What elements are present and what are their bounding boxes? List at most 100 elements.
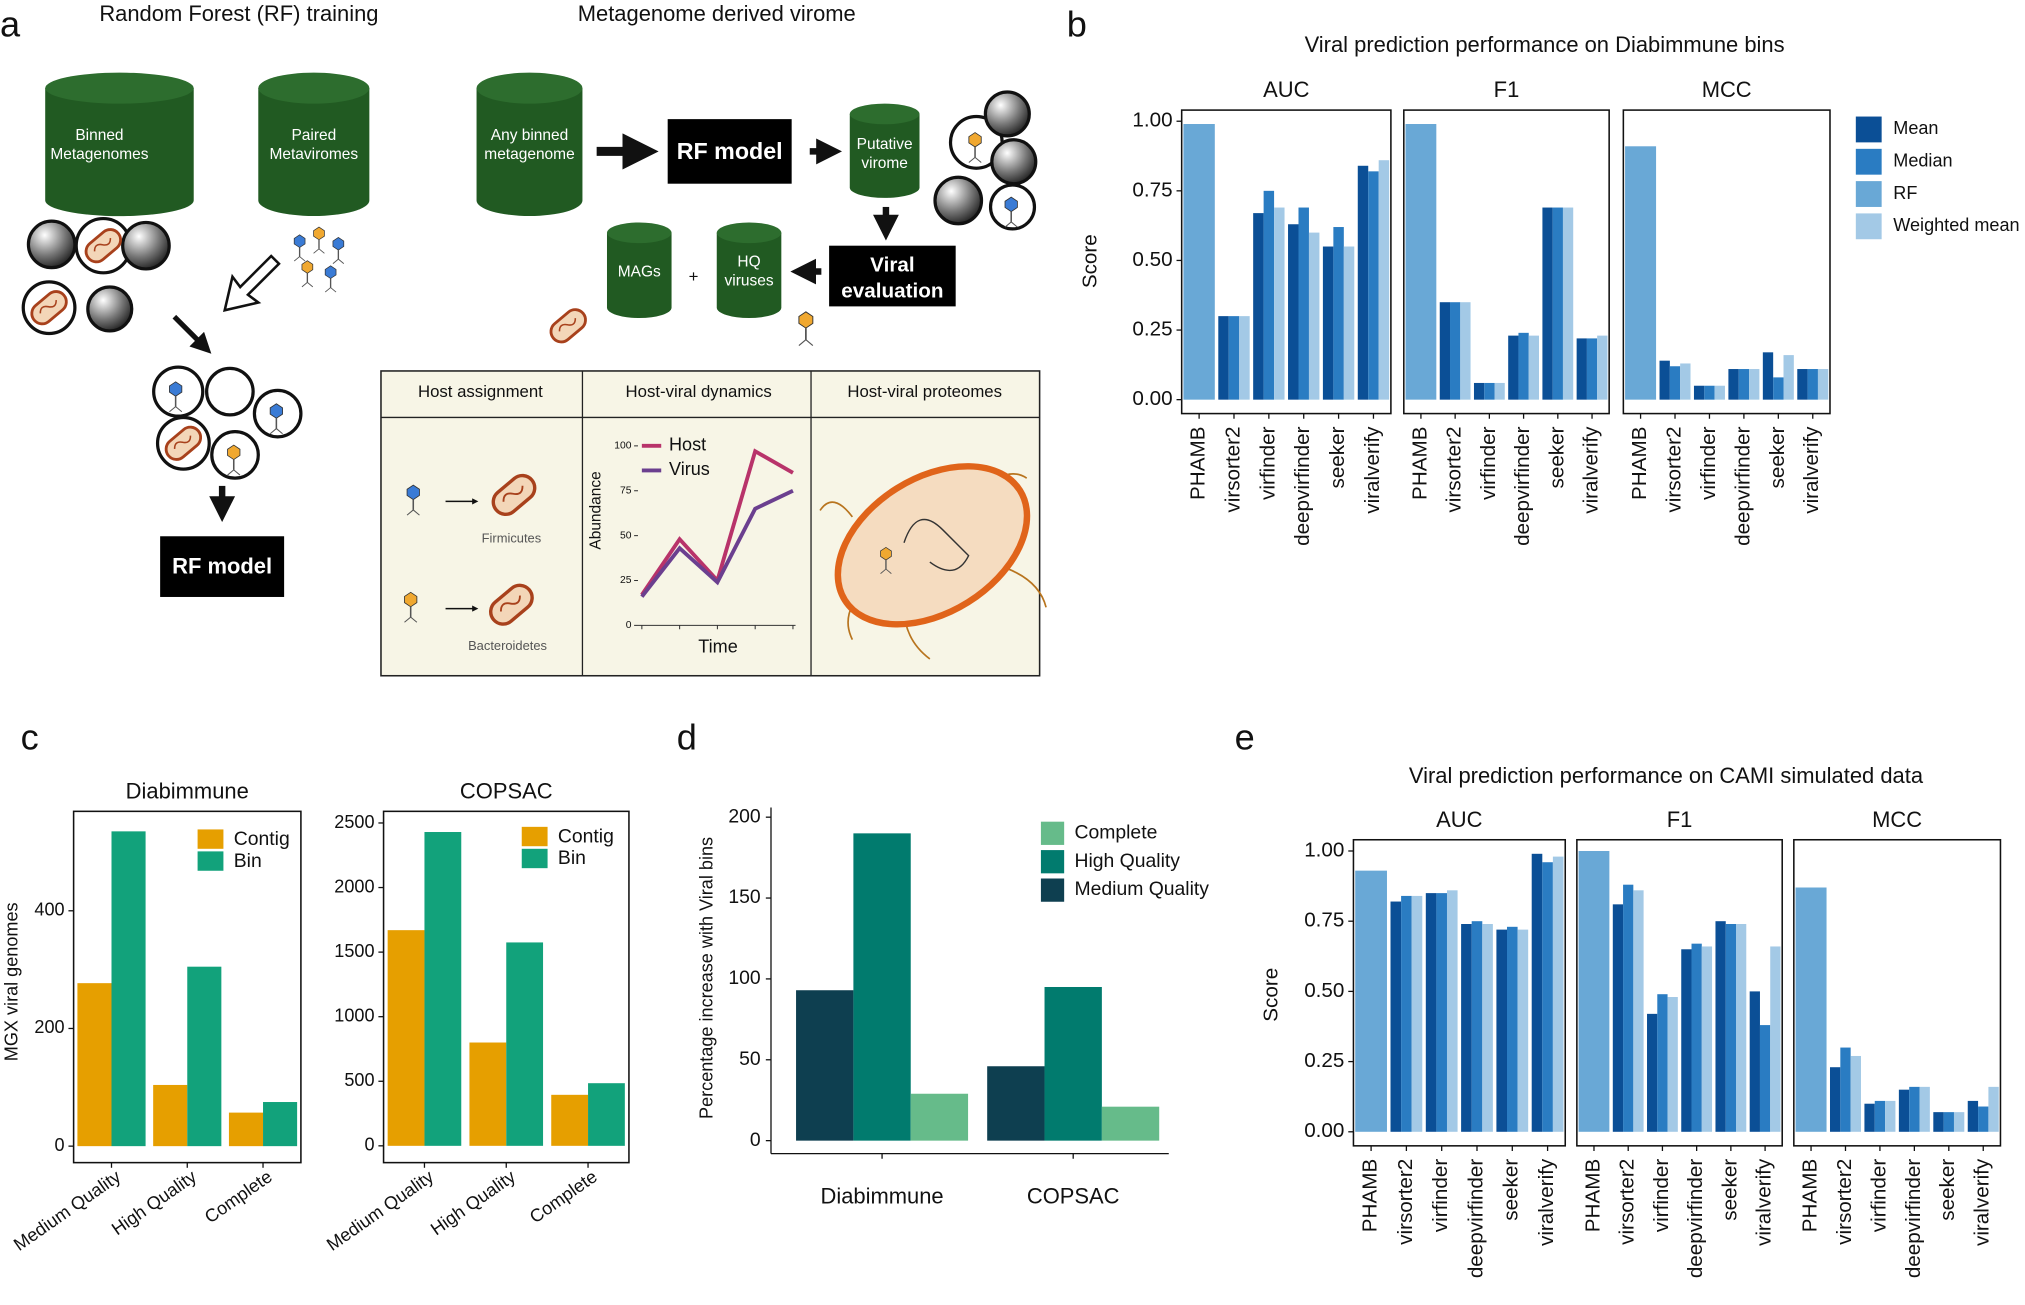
bar (77, 983, 112, 1147)
bar (1953, 1112, 1965, 1132)
bar (1770, 946, 1781, 1132)
bar (1401, 895, 1412, 1132)
chart-title: Viral prediction performance on CAMI sim… (1409, 763, 1924, 788)
host-label: Bacteroidetes (468, 638, 547, 653)
section-title: Random Forest (RF) training (99, 1, 378, 26)
bar (1578, 850, 1610, 1132)
cylinder-label: metagenome (484, 146, 574, 163)
bar (1228, 316, 1240, 400)
bar (1795, 887, 1827, 1132)
bar (1528, 335, 1539, 400)
legend-swatch (1040, 878, 1065, 902)
cylinder-label: Paired (291, 127, 336, 144)
bar (1623, 884, 1634, 1132)
x-tick-label: seeker (1326, 426, 1349, 488)
y-tick-label: 0 (750, 1129, 761, 1151)
bar (1597, 335, 1608, 400)
x-tick-label: virfinder (1477, 426, 1500, 500)
cylinder: MAGs (606, 222, 672, 319)
bar (1101, 1106, 1160, 1141)
bar (1728, 369, 1739, 400)
x-tick-label: virfinder (1697, 426, 1720, 500)
bar (1378, 160, 1390, 400)
model-box (160, 536, 285, 597)
bar (228, 1112, 264, 1147)
model-label: RF model (172, 554, 272, 579)
x-tick-label: PHAMB (1408, 426, 1431, 499)
bar (1274, 207, 1285, 400)
legend-swatch (197, 851, 224, 871)
bar (1183, 124, 1215, 400)
x-tick-label: viralverify (1971, 1158, 1994, 1246)
bar (1633, 890, 1644, 1132)
x-tick-label: virfinder (1429, 1159, 1452, 1233)
chart-title: Viral prediction performance on Diabimmu… (1305, 32, 1785, 57)
bar (1446, 890, 1458, 1132)
bar (1738, 369, 1750, 400)
y-axis-label: Score (1079, 234, 1102, 288)
x-tick-label: virsorter2 (1394, 1159, 1417, 1245)
y-tick-label: 400 (34, 900, 64, 920)
plus: + (689, 267, 699, 286)
bar (1625, 146, 1657, 400)
bar (1506, 926, 1518, 1132)
legend-swatch (197, 829, 224, 849)
cylinder: Binned Metagenomes (45, 72, 194, 217)
bar (1864, 1103, 1875, 1132)
y-tick-label: 0 (626, 620, 632, 631)
x-tick-label: virsorter2 (1833, 1159, 1856, 1245)
bar (111, 831, 146, 1147)
y-axis-label: Percentage increase with Viral bins (696, 837, 716, 1119)
section-title: Metagenome derived virome (578, 1, 856, 26)
facet-title: AUC (1263, 77, 1309, 102)
bar (1425, 893, 1437, 1132)
bar (1518, 332, 1529, 400)
facet-frame (1403, 109, 1610, 415)
bar (1494, 382, 1505, 400)
legend-label: Contig (558, 825, 614, 847)
bar (1542, 862, 1553, 1132)
y-tick-label: 200 (34, 1017, 64, 1037)
cylinder: Putative virome (849, 103, 920, 198)
y-tick-label: 0.00 (1304, 1119, 1344, 1142)
bar (1874, 1100, 1886, 1132)
x-tick-label: High Quality (108, 1166, 200, 1239)
legend-label: Bin (234, 850, 262, 872)
bar (1898, 1089, 1910, 1132)
table-header: Host-viral dynamics (626, 382, 772, 401)
x-tick-label: Medium Quality (323, 1166, 437, 1254)
x-tick-label: seeker (1718, 1159, 1741, 1221)
bar (1482, 924, 1493, 1132)
bar (1542, 207, 1553, 400)
bar (1298, 207, 1309, 400)
y-tick-label: 500 (344, 1070, 374, 1090)
bar (1919, 1086, 1930, 1132)
x-tick-label: virsorter2 (1443, 426, 1466, 512)
x-tick-label: deepvirfinder (1291, 426, 1314, 546)
facet-title: MCC (1702, 77, 1752, 102)
legend-swatch (1855, 213, 1882, 240)
bar (1405, 124, 1437, 400)
bar (1450, 302, 1461, 400)
bar (1436, 893, 1447, 1132)
x-tick-label: virfinder (1867, 1159, 1890, 1233)
bar (1552, 207, 1563, 400)
legend-swatch (1855, 181, 1882, 207)
bar (1439, 302, 1451, 400)
bar (1368, 171, 1379, 400)
bar (1829, 1067, 1841, 1132)
y-tick-label: 0 (55, 1135, 65, 1155)
panel-labels: a b c d e (0, 3, 1255, 757)
cylinder-label: Metagenomes (50, 146, 148, 163)
legend-swatch (1040, 821, 1065, 845)
bar (1736, 924, 1747, 1132)
y-tick-label: 0.75 (1304, 909, 1344, 932)
x-tick-label: seeker (1545, 426, 1568, 488)
y-tick-label: 0.00 (1132, 387, 1172, 410)
bar (910, 1093, 969, 1141)
bar (1701, 946, 1713, 1132)
bar (1797, 369, 1808, 400)
x-tick-label: Medium Quality (10, 1166, 124, 1254)
x-tick-label: High Quality (427, 1166, 519, 1239)
